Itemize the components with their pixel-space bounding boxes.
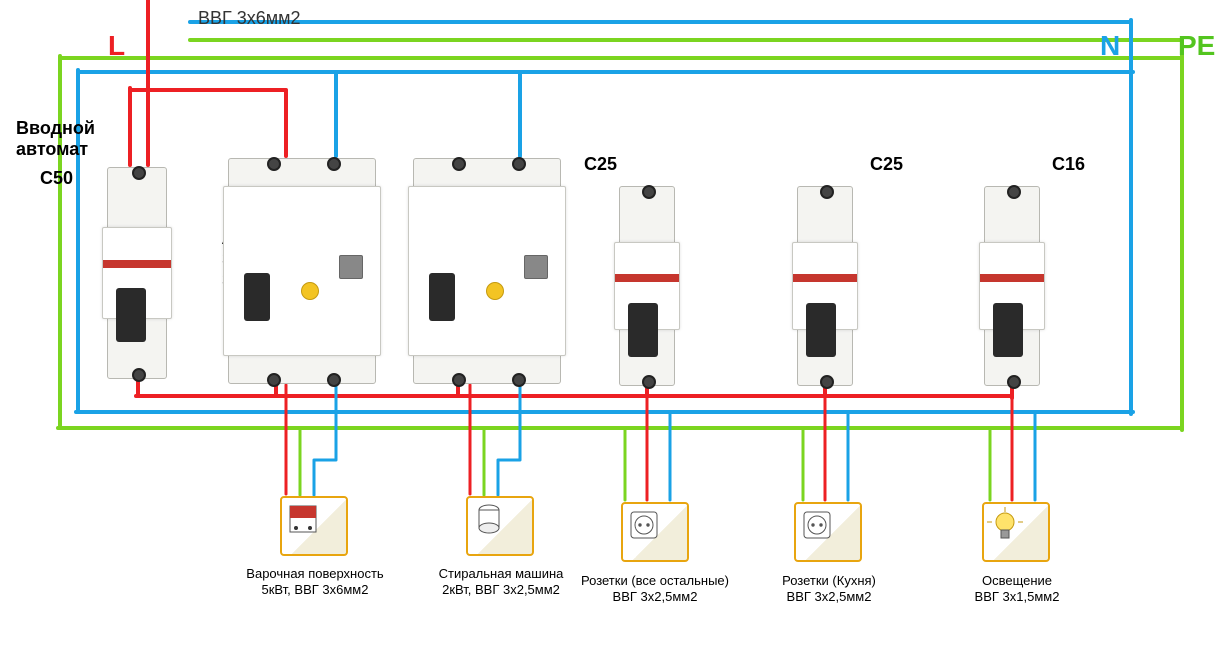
mcb-mcb5	[984, 186, 1040, 386]
label-cable-in: ВВГ 3х6мм2	[198, 8, 301, 29]
load-cooktop	[280, 496, 348, 556]
mcb-mcb3	[619, 186, 675, 386]
load-sockets_kitchen	[794, 502, 862, 562]
label-L: L	[108, 30, 125, 62]
load-lighting	[982, 502, 1050, 562]
load-washer	[466, 496, 534, 556]
caption-washer: Стиральная машина 2кВт, ВВГ 3х2,5мм2	[416, 566, 586, 597]
rcbo-rcbo1	[228, 158, 376, 384]
caption-lighting: Освещение ВВГ 3х1,5мм2	[932, 573, 1102, 604]
load-sockets_all	[621, 502, 689, 562]
caption-sockets_all: Розетки (все остальные) ВВГ 3х2,5мм2	[570, 573, 740, 604]
caption-sockets_kitchen: Розетки (Кухня) ВВГ 3х2,5мм2	[744, 573, 914, 604]
label-main-rating: С50	[40, 168, 73, 189]
rating-mcb5: C16	[1052, 154, 1085, 175]
rcbo-rcbo2	[413, 158, 561, 384]
label-PE: PE	[1178, 30, 1215, 62]
mcb-mcb4	[797, 186, 853, 386]
caption-cooktop: Варочная поверхность 5кВт, ВВГ 3х6мм2	[230, 566, 400, 597]
label-main-title: Вводной автомат	[16, 118, 95, 160]
rating-mcb3: C25	[584, 154, 617, 175]
label-N: N	[1100, 30, 1120, 62]
mcb-main	[107, 167, 167, 379]
rating-mcb4: C25	[870, 154, 903, 175]
